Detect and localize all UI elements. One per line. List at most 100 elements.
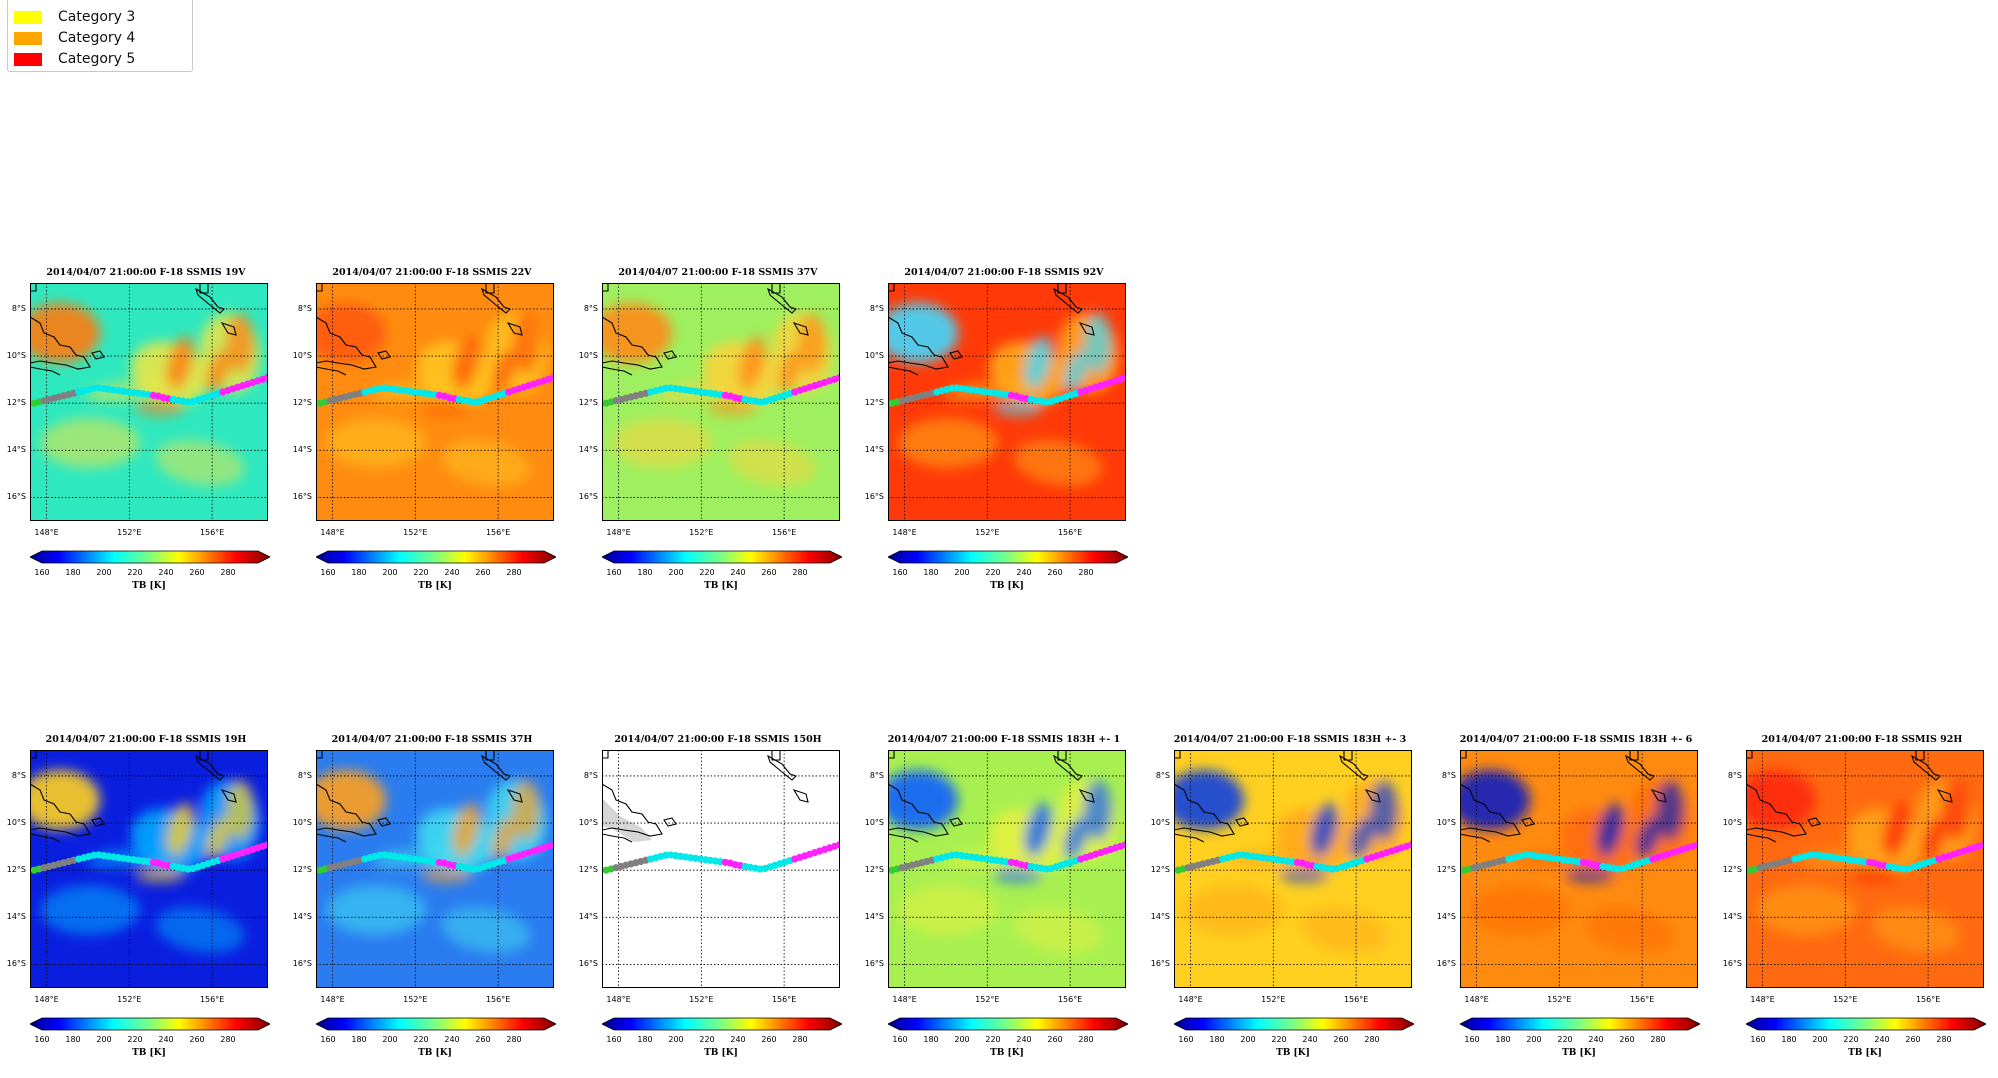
heatmap-blob xyxy=(326,885,426,935)
land-fill xyxy=(602,798,652,842)
panel-title: 2014/04/07 21:00:00 F-18 SSMIS 183H +- 3 xyxy=(1173,734,1407,745)
island-outline xyxy=(1521,817,1535,827)
coastline-png-south xyxy=(602,833,633,843)
island-outline xyxy=(1936,789,1953,803)
coastline-png-south xyxy=(888,366,919,376)
colorbar-tick-label: 260 xyxy=(761,568,777,577)
colorbar-tick-label: 240 xyxy=(1588,1035,1604,1044)
map-frame xyxy=(1746,750,1984,988)
colorbar-tick-label: 220 xyxy=(1843,1035,1859,1044)
heatmap-blob xyxy=(226,313,254,373)
heatmap-blob xyxy=(1024,335,1052,391)
island-outline xyxy=(1174,750,1181,759)
lon-tick-label: 156°E xyxy=(485,995,511,1004)
heatmap-blob xyxy=(1882,802,1910,858)
heatmap-blob xyxy=(1013,439,1103,487)
colorbar xyxy=(602,1017,842,1031)
coastline-png-south xyxy=(602,366,633,376)
map-frame xyxy=(316,283,554,521)
lat-tick-label: 8°S xyxy=(1727,770,1742,780)
lon-tick-label: 148°E xyxy=(606,528,631,537)
panel-title: 2014/04/07 21:00:00 F-18 SSMIS 37H xyxy=(331,734,533,745)
colorbar-tick-label: 280 xyxy=(792,568,808,577)
lon-tick-label: 148°E xyxy=(892,528,917,537)
heatmap-blob xyxy=(1084,780,1112,840)
panel-title: 2014/04/07 21:00:00 F-18 SSMIS 183H +- 6 xyxy=(1459,734,1693,745)
heatmap-blob xyxy=(898,885,998,935)
colorbar-tick-label: 180 xyxy=(65,568,81,577)
map-frame xyxy=(602,750,840,988)
lat-tick-label: 14°S xyxy=(292,912,312,922)
colorbar xyxy=(316,1017,556,1031)
colorbar-tick-label: 280 xyxy=(506,1035,522,1044)
heatmap-blob xyxy=(1299,906,1389,954)
legend-item: Category 3 xyxy=(14,8,135,26)
island-outline xyxy=(220,322,237,336)
lat-tick-label: 12°S xyxy=(578,865,598,875)
track-point xyxy=(1693,841,1698,849)
colorbar-tick-label: 200 xyxy=(1526,1035,1542,1044)
tb-map-panel: 2014/04/07 21:00:00 F-18 SSMIS 183H +- 6… xyxy=(1422,734,1700,1074)
colorbar-tick-label: 240 xyxy=(444,1035,460,1044)
colorbar-tick-label: 220 xyxy=(127,1035,143,1044)
colorbar-label: TB [K] xyxy=(132,581,166,591)
coastline-png-south xyxy=(1746,833,1777,843)
tb-map-panel: 2014/04/07 21:00:00 F-18 SSMIS 19H 8°S 10°… xyxy=(0,734,270,1074)
lat-tick-label: 8°S xyxy=(583,770,598,780)
tb-map-panel: 2014/04/07 21:00:00 F-18 SSMIS 92H 8°S 10°… xyxy=(1708,734,1986,1074)
island-outline xyxy=(888,283,895,292)
lon-tick-label: 148°E xyxy=(892,995,917,1004)
lon-tick-label: 148°E xyxy=(320,995,345,1004)
colorbar-gradient xyxy=(602,550,842,564)
track-point xyxy=(549,841,554,849)
colorbar-tick-label: 260 xyxy=(1619,1035,1635,1044)
island-outline xyxy=(199,750,209,761)
colorbar-tick-label: 260 xyxy=(1047,568,1063,577)
island-outline xyxy=(506,322,523,336)
colorbar-label: TB [K] xyxy=(704,1048,738,1058)
colorbar-tick-label: 160 xyxy=(1178,1035,1194,1044)
island-outline xyxy=(481,287,512,314)
colorbar-tick-label: 260 xyxy=(189,1035,205,1044)
lat-tick-label: 14°S xyxy=(1722,912,1742,922)
heatmap-blob xyxy=(40,885,140,935)
colorbar-tick-label: 180 xyxy=(1495,1035,1511,1044)
colorbar-gradient xyxy=(1746,1017,1986,1031)
heatmap-blob xyxy=(1942,780,1970,840)
colorbar-tick-label: 280 xyxy=(1364,1035,1380,1044)
lon-tick-label: 152°E xyxy=(117,528,142,537)
island-outline xyxy=(602,283,609,292)
colorbar-tick-label: 260 xyxy=(1333,1035,1349,1044)
lon-tick-label: 148°E xyxy=(1464,995,1489,1004)
heatmap-blob xyxy=(1460,770,1530,830)
heatmap-blob xyxy=(1084,313,1112,373)
heatmap-map xyxy=(316,283,554,521)
lat-tick-label: 16°S xyxy=(864,959,884,969)
colorbar-gradient xyxy=(888,550,1128,564)
heatmap-blob xyxy=(512,313,540,373)
lat-tick-label: 16°S xyxy=(578,959,598,969)
colorbar-gradient xyxy=(30,1017,270,1031)
lon-tick-label: 152°E xyxy=(689,528,714,537)
colorbar-gradient xyxy=(30,550,270,564)
island-outline xyxy=(1911,754,1942,781)
heatmap-blob xyxy=(602,303,672,363)
heatmap-blob xyxy=(1174,770,1244,830)
lat-tick-label: 10°S xyxy=(864,818,884,828)
heatmap-blob xyxy=(888,303,958,363)
heatmap-blob xyxy=(166,335,194,391)
heatmap-blob xyxy=(888,770,958,830)
island-outline xyxy=(316,283,323,292)
heatmap-blob xyxy=(40,418,140,468)
map-frame xyxy=(1174,750,1412,988)
tb-map-panel: 2014/04/07 21:00:00 F-18 SSMIS 37V 8°S 10°… xyxy=(564,267,842,607)
lon-tick-label: 152°E xyxy=(117,995,142,1004)
colorbar-tick-label: 180 xyxy=(351,568,367,577)
lat-tick-label: 8°S xyxy=(11,770,26,780)
panel-title: 2014/04/07 21:00:00 F-18 SSMIS 92V xyxy=(904,267,1104,278)
heatmap-map xyxy=(888,283,1126,521)
island-outline xyxy=(506,789,523,803)
island-outline xyxy=(1078,789,1095,803)
heatmap-map xyxy=(30,283,268,521)
heatmap-blob xyxy=(441,906,531,954)
